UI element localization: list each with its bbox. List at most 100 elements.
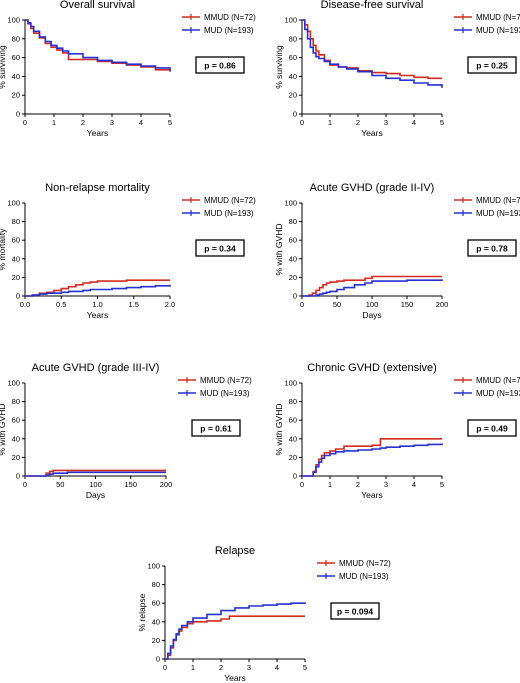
x-tick-label: 1.5 bbox=[129, 300, 139, 309]
x-tick-label: 50 bbox=[56, 480, 64, 489]
series-line-mud bbox=[302, 19, 443, 88]
y-tick-label: 0 bbox=[16, 292, 20, 301]
y-tick-label: 0 bbox=[16, 110, 20, 119]
x-tick-label: 3 bbox=[110, 118, 114, 127]
legend-label: MMUD (N=72) bbox=[476, 13, 520, 22]
y-tick-label: 20 bbox=[12, 273, 20, 282]
y-tick-label: 0 bbox=[293, 110, 297, 119]
legend: MMUD (N=72) MUD (N=193) bbox=[317, 559, 391, 581]
x-tick-label: 2 bbox=[81, 118, 85, 127]
pvalue-box bbox=[195, 56, 245, 74]
y-axis-label: % with GVHD bbox=[274, 224, 284, 276]
legend-label: MUD (N=193) bbox=[476, 209, 520, 218]
series-line-mmud bbox=[165, 615, 305, 660]
x-tick-label: 0.5 bbox=[56, 300, 66, 309]
legend-label: MMUD (N=72) bbox=[200, 376, 252, 385]
x-tick-label: 5 bbox=[440, 118, 444, 127]
y-tick-label: 40 bbox=[12, 254, 20, 263]
x-tick-label: 2 bbox=[356, 480, 360, 489]
y-tick-label: 60 bbox=[12, 236, 20, 245]
pvalue-label: p = 0.78 bbox=[476, 244, 508, 254]
y-tick-label: 100 bbox=[284, 379, 297, 388]
panel-6: Chronic GVHD (extensive) 0 20 40 60 80 100 0 1 2 3… bbox=[274, 362, 520, 500]
legend: MMUD (N=72) MUD (N=193) bbox=[454, 196, 520, 218]
x-axis-label: Days bbox=[362, 310, 381, 320]
series-line-mud bbox=[165, 602, 306, 660]
panel-title: Relapse bbox=[215, 545, 255, 557]
panel-7: Relapse 0 20 40 60 80 100 0 1 2 3 4 5 Years % relapse M… bbox=[137, 545, 391, 683]
legend: MMUD (N=72) MUD (N=193) bbox=[454, 376, 520, 398]
panel-5: Acute GVHD (grade III-IV) 0 20 40 60 80 100 0 50… bbox=[0, 362, 252, 500]
pvalue-box bbox=[195, 239, 245, 257]
y-axis-label: % surviving bbox=[0, 45, 7, 89]
legend-label: MUD (N=193) bbox=[476, 389, 520, 398]
pvalue-label: p = 0.49 bbox=[476, 424, 508, 434]
legend-label: MUD (N=193) bbox=[476, 26, 520, 35]
series-line-mmud bbox=[25, 19, 171, 71]
x-tick-label: 2 bbox=[356, 118, 360, 127]
legend-label: MMUD (N=72) bbox=[476, 376, 520, 385]
y-tick-label: 40 bbox=[289, 434, 297, 443]
legend-label: MUD (N=193) bbox=[200, 389, 250, 398]
x-tick-label: 100 bbox=[89, 480, 102, 489]
x-tick-label: 100 bbox=[366, 300, 379, 309]
panel-3: Non-relapse mortality 0 20 40 60 80 100 0.0 0.5 1… bbox=[0, 182, 256, 320]
y-tick-label: 20 bbox=[289, 91, 297, 100]
panel-title: Overall survival bbox=[60, 0, 135, 11]
y-tick-label: 80 bbox=[12, 217, 20, 226]
x-tick-label: 1 bbox=[52, 118, 56, 127]
legend: MMUD (N=72) MUD (N=193) bbox=[182, 196, 256, 218]
legend-label: MMUD (N=72) bbox=[204, 13, 256, 22]
x-tick-label: 4 bbox=[139, 118, 143, 127]
x-tick-label: 0 bbox=[163, 663, 167, 672]
pvalue-box bbox=[467, 419, 517, 437]
pvalue-box bbox=[191, 419, 241, 437]
pvalue-label: p = 0.86 bbox=[204, 61, 236, 71]
y-tick-label: 100 bbox=[7, 16, 20, 25]
x-tick-label: 5 bbox=[303, 663, 307, 672]
pvalue-label: p = 0.61 bbox=[200, 424, 232, 434]
y-tick-label: 60 bbox=[12, 416, 20, 425]
y-tick-label: 20 bbox=[12, 453, 20, 462]
x-tick-label: 2 bbox=[219, 663, 223, 672]
y-tick-label: 60 bbox=[289, 236, 297, 245]
y-axis-label: % surviving bbox=[274, 45, 284, 89]
x-tick-label: 0 bbox=[23, 118, 27, 127]
y-tick-label: 60 bbox=[289, 53, 297, 62]
x-tick-label: 50 bbox=[333, 300, 341, 309]
panel-1: Overall survival 0 20 40 60 80 100 0 1 2 3 4 5 Years%… bbox=[0, 0, 256, 138]
y-tick-label: 100 bbox=[147, 562, 160, 571]
x-tick-label: 0.0 bbox=[20, 300, 30, 309]
x-tick-label: 150 bbox=[124, 480, 137, 489]
y-axis-label: % mortality bbox=[0, 228, 7, 271]
x-tick-label: 200 bbox=[436, 300, 449, 309]
legend-label: MMUD (N=72) bbox=[204, 196, 256, 205]
legend: MMUD (N=72) MUD (N=193) bbox=[454, 13, 520, 35]
x-tick-label: 0 bbox=[300, 300, 304, 309]
x-tick-label: 4 bbox=[275, 663, 279, 672]
x-tick-label: 3 bbox=[384, 480, 388, 489]
series-line-mud bbox=[302, 279, 443, 297]
x-tick-label: 2.0 bbox=[165, 300, 175, 309]
x-tick-label: 200 bbox=[160, 480, 173, 489]
panel-title: Acute GVHD (grade II-IV) bbox=[310, 182, 435, 194]
x-axis-label: Years bbox=[224, 673, 245, 683]
panel-title: Chronic GVHD (extensive) bbox=[307, 362, 437, 374]
y-tick-label: 40 bbox=[152, 617, 160, 626]
y-tick-label: 60 bbox=[289, 416, 297, 425]
y-tick-label: 40 bbox=[12, 434, 20, 443]
y-tick-label: 60 bbox=[152, 599, 160, 608]
y-tick-label: 80 bbox=[12, 34, 20, 43]
y-tick-label: 100 bbox=[284, 16, 297, 25]
legend-label: MMUD (N=72) bbox=[339, 559, 391, 568]
y-tick-label: 40 bbox=[12, 72, 20, 81]
y-tick-label: 80 bbox=[12, 397, 20, 406]
pvalue-box bbox=[467, 239, 517, 257]
y-axis-label: % with GVHD bbox=[274, 404, 284, 456]
series-line-mmud bbox=[25, 279, 170, 297]
y-tick-label: 40 bbox=[289, 254, 297, 263]
y-tick-label: 80 bbox=[289, 34, 297, 43]
pvalue-label: p = 0.34 bbox=[204, 244, 236, 254]
y-tick-label: 60 bbox=[12, 53, 20, 62]
